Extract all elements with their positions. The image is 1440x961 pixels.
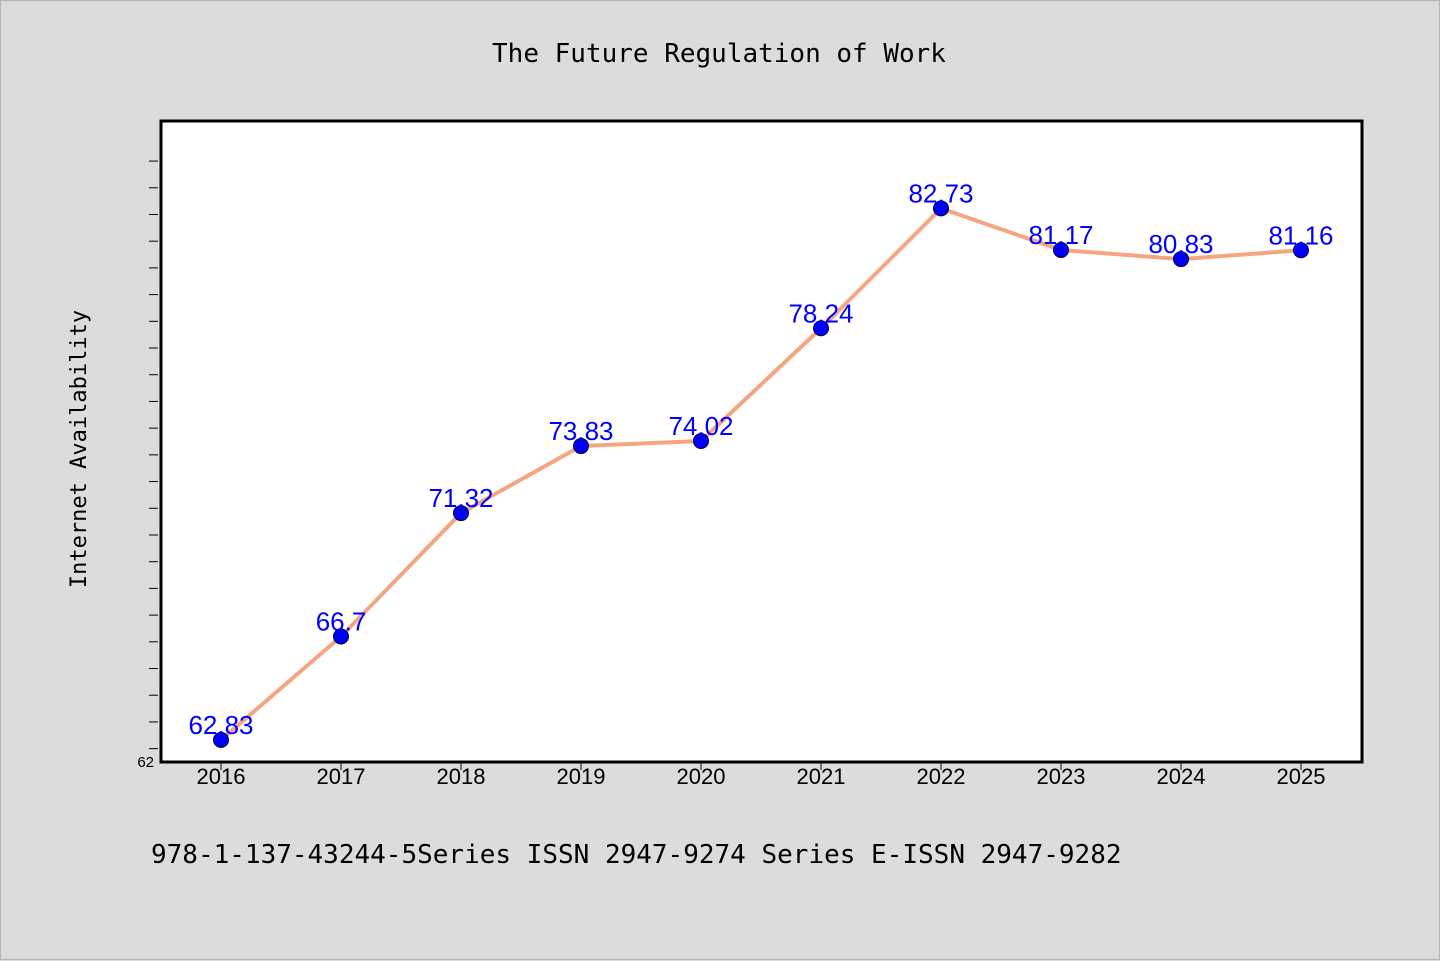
data-point	[693, 432, 709, 449]
data-label: 62.83	[188, 710, 253, 740]
data-point	[573, 438, 589, 455]
x-tick-label: 2016	[197, 764, 246, 789]
footer-isbn-text: 978-1-137-43244-5Series ISSN 2947-9274 S…	[151, 840, 1122, 870]
x-axis-ticks: 2016 2017 2018 2019 2020 2021 2022 2023 2024 2025	[197, 762, 1326, 789]
data-point	[1053, 242, 1069, 259]
x-tick-label: 2019	[557, 764, 606, 789]
data-point	[1293, 242, 1309, 259]
data-labels: 62.83 66.7 71.32 73.83 74.02 78.24 82.73 81.17 8…	[188, 178, 1333, 739]
data-label: 81.17	[1028, 220, 1093, 250]
data-label: 82.73	[908, 178, 973, 208]
data-point	[813, 320, 829, 337]
data-label: 78.24	[788, 298, 853, 328]
y-axis-label: Internet Availability	[67, 310, 92, 588]
x-tick-label: 2022	[917, 764, 966, 789]
data-label: 80.83	[1148, 229, 1213, 259]
chart-title: The Future Regulation of Work	[492, 39, 946, 69]
x-tick-label: 2018	[437, 764, 486, 789]
series-layer	[213, 200, 1309, 748]
data-label: 66.7	[316, 606, 367, 636]
series-line	[219, 206, 1303, 742]
y-tick-label: 62	[137, 754, 154, 771]
x-tick-label: 2021	[797, 764, 846, 789]
plot-area	[159, 119, 1364, 764]
x-tick-label: 2025	[1277, 764, 1326, 789]
x-tick-label: 2020	[677, 764, 726, 789]
data-label: 71.32	[428, 483, 493, 513]
data-label: 73.83	[548, 416, 613, 446]
x-tick-label: 2024	[1157, 764, 1206, 789]
data-point	[933, 200, 949, 217]
data-point	[453, 505, 469, 522]
x-tick-label: 2023	[1037, 764, 1086, 789]
x-tick-label: 2017	[317, 764, 366, 789]
data-label: 74.02	[668, 411, 733, 441]
data-label: 81.16	[1268, 220, 1333, 250]
data-point	[1173, 251, 1189, 268]
y-axis-ticks: 62	[137, 160, 158, 771]
data-point	[213, 731, 229, 748]
data-point	[333, 628, 349, 645]
